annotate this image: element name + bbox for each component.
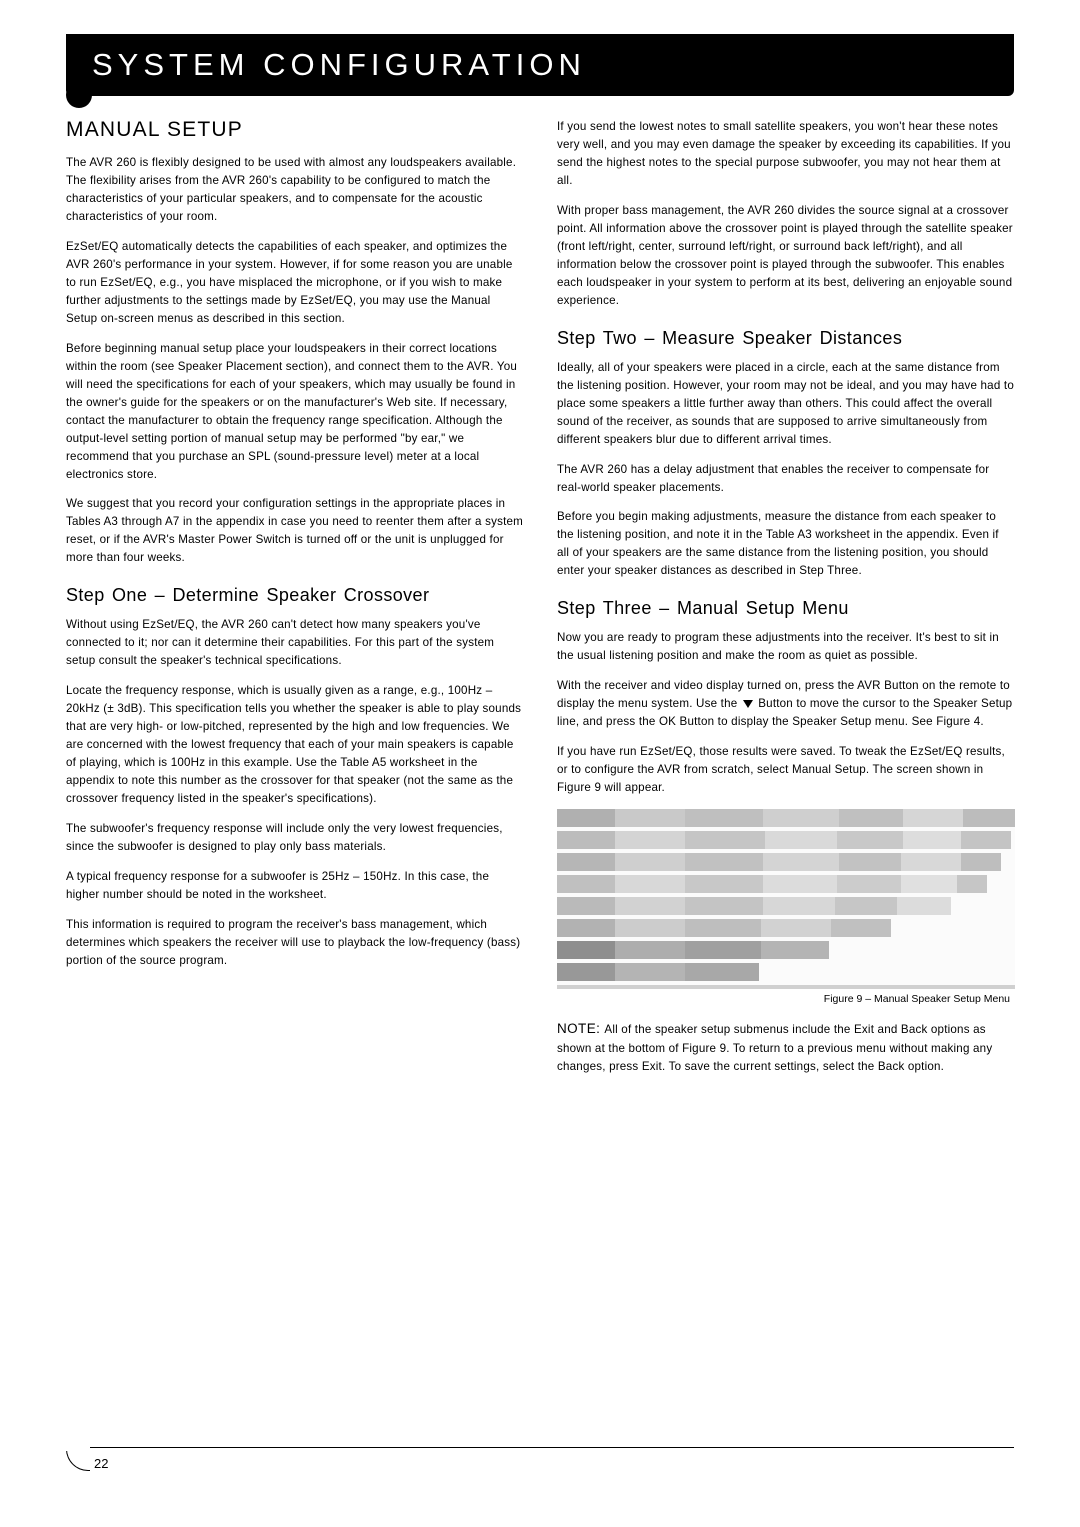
body-paragraph: This information is required to program … [66,916,523,970]
note-paragraph: NOTE: All of the speaker setup submenus … [557,1019,1014,1076]
body-paragraph: The subwoofer's frequency response will … [66,820,523,856]
body-paragraph: Before you begin making adjustments, mea… [557,508,1014,580]
body-paragraph: If you have run EzSet/EQ, those results … [557,743,1014,797]
note-body: All of the speaker setup submenus includ… [557,1023,992,1073]
body-paragraph: Without using EzSet/EQ, the AVR 260 can'… [66,616,523,670]
body-paragraph: A typical frequency response for a subwo… [66,868,523,904]
body-paragraph: The AVR 260 has a delay adjustment that … [557,461,1014,497]
left-column: MANUAL SETUP The AVR 260 is flexibly des… [66,112,523,1088]
body-paragraph: If you send the lowest notes to small sa… [557,118,1014,190]
body-paragraph: With the receiver and video display turn… [557,677,1014,731]
header-corner-decor [66,82,92,108]
body-paragraph: Ideally, all of your speakers were place… [557,359,1014,449]
footer-corner-decor [66,1447,90,1471]
footer-band: 22 [66,1447,1014,1481]
step-three-heading: Step Three – Manual Setup Menu [557,598,1014,619]
step-two-heading: Step Two – Measure Speaker Distances [557,328,1014,349]
body-paragraph: Now you are ready to program these adjus… [557,629,1014,665]
right-column: If you send the lowest notes to small sa… [557,112,1014,1088]
body-paragraph: Before beginning manual setup place your… [66,340,523,484]
note-label: NOTE: [557,1021,604,1036]
content-columns: MANUAL SETUP The AVR 260 is flexibly des… [66,112,1014,1088]
page-number: 22 [94,1456,108,1471]
header-band: SYSTEM CONFIGURATION [66,34,1014,96]
figure-9-block: Figure 9 – Manual Speaker Setup Menu [557,809,1014,1005]
body-paragraph: The AVR 260 is flexibly designed to be u… [66,154,523,226]
page-header-title: SYSTEM CONFIGURATION [66,34,1014,96]
body-paragraph: With proper bass management, the AVR 260… [557,202,1014,310]
down-arrow-icon [743,700,753,708]
manual-setup-heading: MANUAL SETUP [66,118,523,142]
figure-9-caption: Figure 9 – Manual Speaker Setup Menu [557,993,1014,1005]
body-paragraph: We suggest that you record your configur… [66,495,523,567]
body-paragraph: EzSet/EQ automatically detects the capab… [66,238,523,328]
step-one-heading: Step One – Determine Speaker Crossover [66,585,523,606]
figure-9-image [557,809,1015,989]
body-paragraph: Locate the frequency response, which is … [66,682,523,808]
